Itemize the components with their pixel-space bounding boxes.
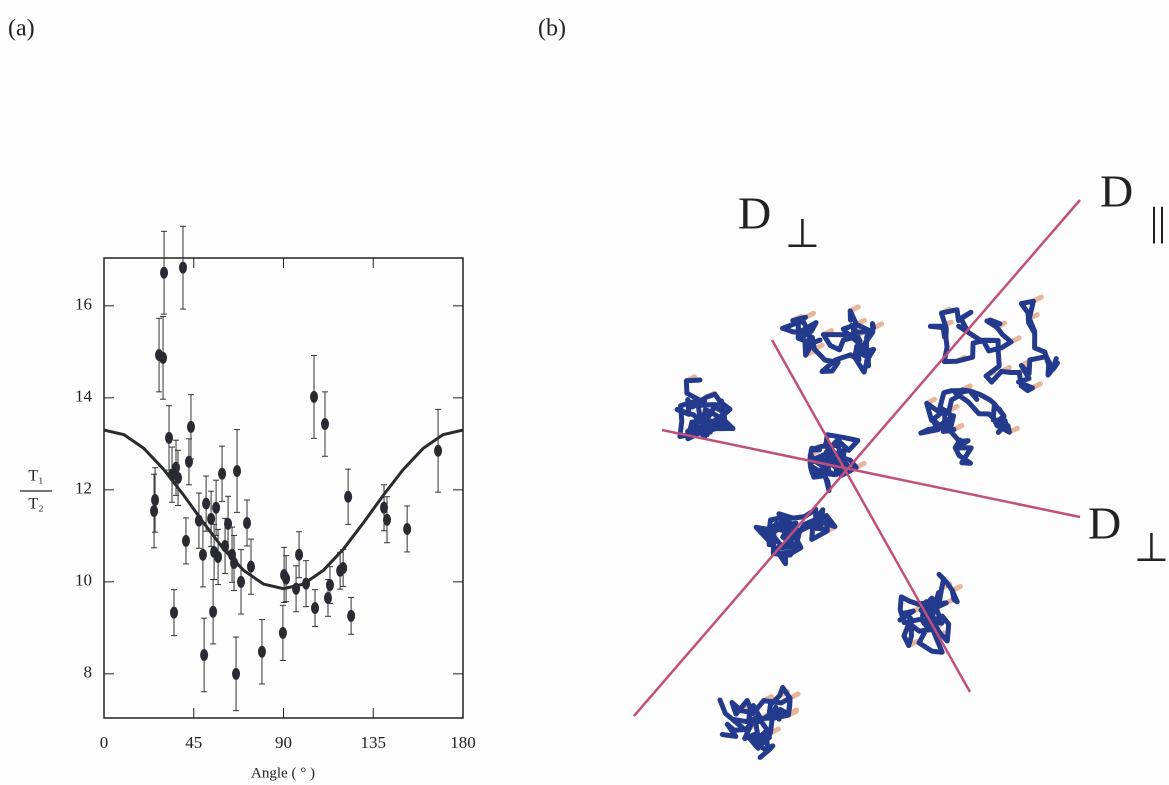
data-point <box>233 465 241 477</box>
data-point <box>243 517 251 529</box>
data-point <box>187 421 195 433</box>
x-axis-label: Angle ( ° ) <box>251 765 315 781</box>
data-point <box>237 576 245 588</box>
data-point <box>182 535 190 547</box>
data-point <box>321 418 329 430</box>
data-point <box>292 583 300 595</box>
data-point <box>151 494 159 506</box>
diffusion-axes <box>634 200 1080 716</box>
data-point <box>159 352 167 364</box>
y-tick-label: 14 <box>75 387 93 406</box>
data-point <box>207 513 215 525</box>
axis-symbol: D <box>738 188 771 239</box>
data-point <box>383 514 391 526</box>
y-tick-label: 8 <box>84 663 93 682</box>
axis-symbol: D <box>1088 498 1121 549</box>
data-point <box>179 262 187 274</box>
y-tick-label: 10 <box>75 571 92 590</box>
axis-symbol: D <box>1100 166 1133 217</box>
axis-subscript: ⊥ <box>1134 525 1169 570</box>
data-point <box>403 523 411 535</box>
data-point <box>165 432 173 444</box>
data-point <box>434 445 442 457</box>
data-point <box>202 498 210 510</box>
data-point <box>214 551 222 563</box>
data-point <box>295 549 303 561</box>
data-point <box>212 502 220 514</box>
data-point <box>344 491 352 503</box>
data-point <box>209 606 217 618</box>
backbone <box>677 380 733 439</box>
axis-subscript: ⊥ <box>785 211 820 256</box>
backbone <box>756 509 835 563</box>
data-point <box>185 456 193 468</box>
data-point <box>310 391 318 403</box>
x-tick-label: 90 <box>275 733 292 752</box>
x-tick-label: 45 <box>185 733 202 752</box>
page: {"chart_data": {"type": "scatter", "pane… <box>0 0 1169 785</box>
backbone <box>720 688 790 758</box>
y-label-denominator: T₂ <box>28 496 43 513</box>
axis-subscript: || <box>1150 199 1166 244</box>
data-point <box>218 468 226 480</box>
data-point <box>174 472 182 484</box>
data-point <box>170 607 178 619</box>
data-point <box>200 649 208 661</box>
protein-structure <box>677 297 1057 757</box>
plot-frame <box>104 258 463 718</box>
x-tick-label: 180 <box>450 733 476 752</box>
x-tick-label: 135 <box>361 733 387 752</box>
data-point <box>195 515 203 527</box>
data-point <box>224 518 232 530</box>
data-point <box>324 592 332 604</box>
data-point <box>230 557 238 569</box>
panel-label: (b) <box>538 16 566 42</box>
data-point <box>339 562 347 574</box>
data-point <box>247 561 255 573</box>
data-point <box>172 462 180 474</box>
data-point <box>279 627 287 639</box>
data-point <box>347 610 355 622</box>
data-point <box>232 668 240 680</box>
x-tick-label: 0 <box>100 733 109 752</box>
data-point <box>302 578 310 590</box>
data-point <box>326 579 334 591</box>
data-point <box>282 573 290 585</box>
data-point <box>199 549 207 561</box>
axis-line <box>634 200 1080 716</box>
figure: (a) (b) Angle ( ° ) T₁ T₂ D ⊥ D || D ⊥ 0… <box>0 0 1169 785</box>
data-point <box>258 646 266 658</box>
backbone <box>900 574 957 652</box>
y-label-numerator: T₁ <box>28 468 43 485</box>
y-tick-label: 12 <box>75 479 92 498</box>
data-point <box>160 267 168 279</box>
panel-label: (a) <box>8 16 35 42</box>
data-point <box>150 505 158 517</box>
data-point <box>311 602 319 614</box>
y-tick-label: 16 <box>75 295 92 314</box>
